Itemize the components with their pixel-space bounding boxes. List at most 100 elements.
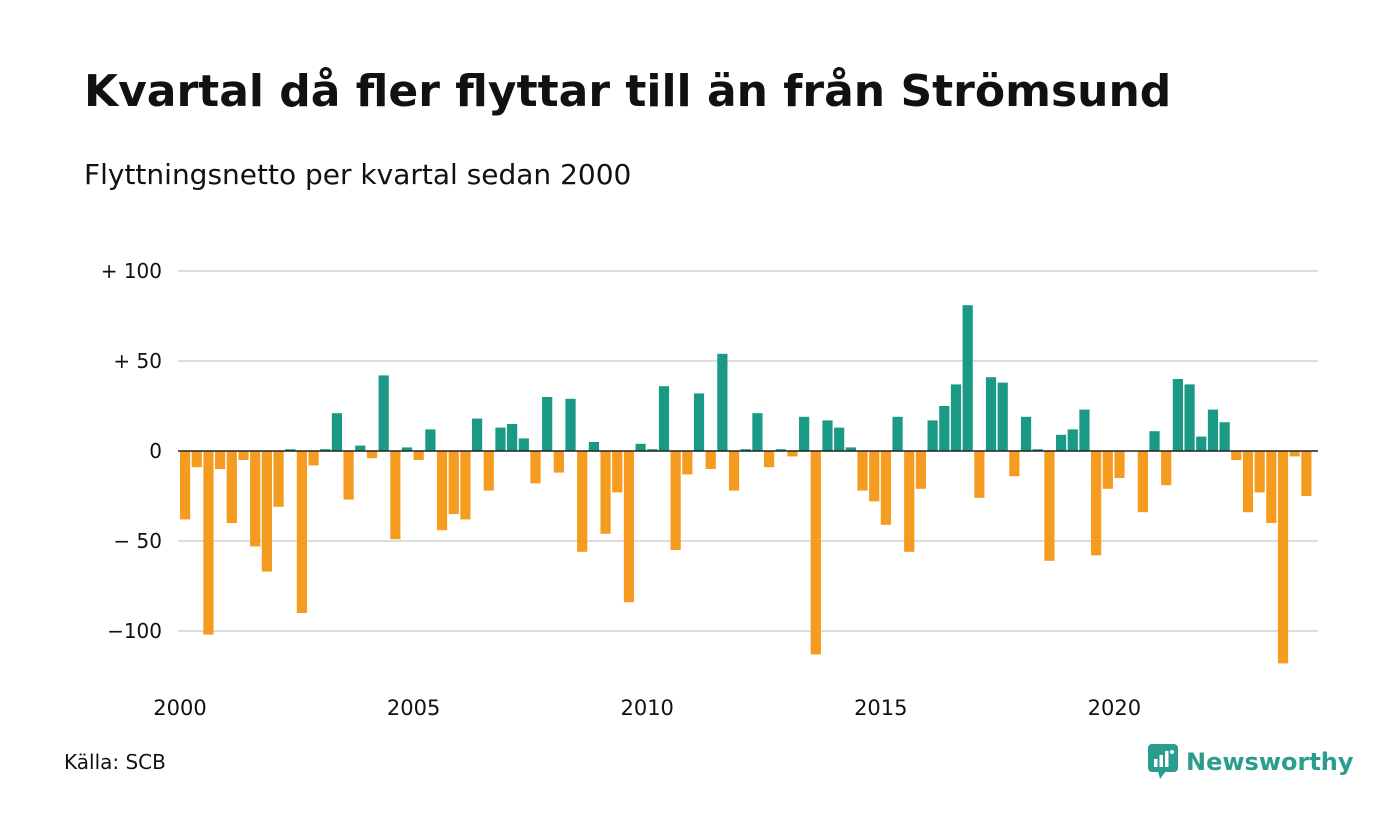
bar [530, 451, 541, 484]
bar [448, 451, 459, 514]
bar [799, 416, 810, 451]
bar [997, 382, 1008, 451]
bar [436, 451, 448, 531]
bar [775, 449, 786, 451]
bar [904, 451, 915, 552]
bar [1079, 409, 1090, 451]
bar [1184, 384, 1195, 451]
bar [1020, 416, 1032, 451]
bar [180, 451, 191, 520]
bar [939, 406, 950, 451]
bar [892, 416, 903, 451]
bar [343, 451, 354, 500]
x-tick-label: 2000 [153, 696, 206, 720]
bar [670, 451, 681, 550]
chart-subtitle: Flyttningsnetto per kvartal sedan 2000 [84, 158, 632, 191]
bar [950, 384, 962, 451]
bar [203, 451, 214, 635]
bar [1091, 451, 1102, 556]
bar [1301, 451, 1312, 496]
bar [565, 398, 576, 451]
bar [962, 305, 973, 451]
bar [693, 393, 705, 451]
bar [1009, 451, 1020, 477]
y-tick-label: − 50 [113, 529, 162, 553]
bar [226, 451, 237, 523]
bar [308, 451, 319, 466]
bar [577, 451, 588, 552]
y-tick-label: + 100 [101, 259, 162, 283]
y-axis-ticks: + 100 + 50 0 − 50 −100 [101, 259, 162, 643]
bar [413, 451, 424, 460]
bar [1172, 379, 1183, 451]
bar [320, 449, 331, 451]
bar [869, 451, 880, 502]
bar [425, 429, 436, 451]
bar [974, 451, 985, 498]
bar [1242, 451, 1254, 513]
bar [1149, 431, 1160, 451]
source-note: Källa: SCB [64, 750, 166, 774]
bar [331, 413, 343, 451]
bar [1207, 409, 1219, 451]
bar [740, 449, 751, 451]
newsworthy-logo-text: Newsworthy [1186, 748, 1354, 776]
y-tick-label: −100 [107, 619, 162, 643]
bar [880, 451, 891, 525]
bar [261, 451, 272, 572]
bar [1277, 451, 1289, 664]
bar [787, 451, 798, 457]
bar [273, 451, 284, 507]
bar [612, 451, 623, 493]
bars [180, 305, 1312, 664]
bar [553, 451, 564, 473]
bar [682, 451, 693, 475]
bar [472, 418, 483, 451]
bar [834, 427, 845, 451]
bar [460, 451, 471, 520]
bar [1067, 429, 1078, 451]
bar [1056, 434, 1067, 451]
bar [296, 451, 307, 613]
bar [1231, 451, 1242, 460]
bar [915, 451, 927, 489]
bar [250, 451, 261, 547]
bar [810, 451, 821, 655]
bar [647, 449, 658, 451]
bar [1044, 451, 1055, 561]
bar [635, 443, 646, 451]
bar [1161, 451, 1172, 486]
bar [285, 449, 296, 451]
bar [507, 424, 518, 451]
bar [1137, 451, 1148, 513]
bar [1219, 422, 1230, 451]
y-tick-label: + 50 [113, 349, 162, 373]
bar [366, 451, 378, 459]
bar [518, 438, 529, 451]
bar [705, 451, 716, 469]
bar [623, 451, 635, 603]
x-tick-label: 2015 [854, 696, 907, 720]
newsworthy-logo-icon [1148, 744, 1178, 779]
x-tick-label: 2010 [620, 696, 673, 720]
bar [1114, 451, 1125, 478]
bar [378, 375, 389, 451]
bar [1196, 436, 1207, 451]
bar [1102, 451, 1113, 489]
bar [588, 442, 599, 451]
bar [764, 451, 775, 468]
bar [1266, 451, 1277, 523]
bar [238, 451, 249, 460]
newsworthy-logo: Newsworthy [1148, 744, 1354, 780]
bar [390, 451, 401, 540]
bar [401, 447, 413, 451]
bar [600, 451, 611, 534]
bar [355, 445, 366, 451]
y-tick-label: 0 [149, 439, 162, 463]
bar [215, 451, 226, 469]
bar [1032, 449, 1043, 451]
x-tick-label: 2005 [387, 696, 440, 720]
bar [1289, 451, 1300, 457]
